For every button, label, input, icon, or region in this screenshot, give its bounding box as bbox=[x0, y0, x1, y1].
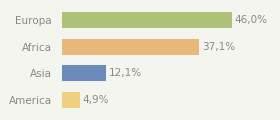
Bar bbox=[62, 65, 106, 81]
Text: 37,1%: 37,1% bbox=[202, 42, 235, 52]
Bar bbox=[62, 12, 232, 28]
Bar bbox=[62, 39, 199, 55]
Bar bbox=[62, 92, 80, 108]
Text: 12,1%: 12,1% bbox=[109, 68, 143, 78]
Text: 46,0%: 46,0% bbox=[235, 15, 268, 25]
Text: 4,9%: 4,9% bbox=[83, 95, 109, 105]
